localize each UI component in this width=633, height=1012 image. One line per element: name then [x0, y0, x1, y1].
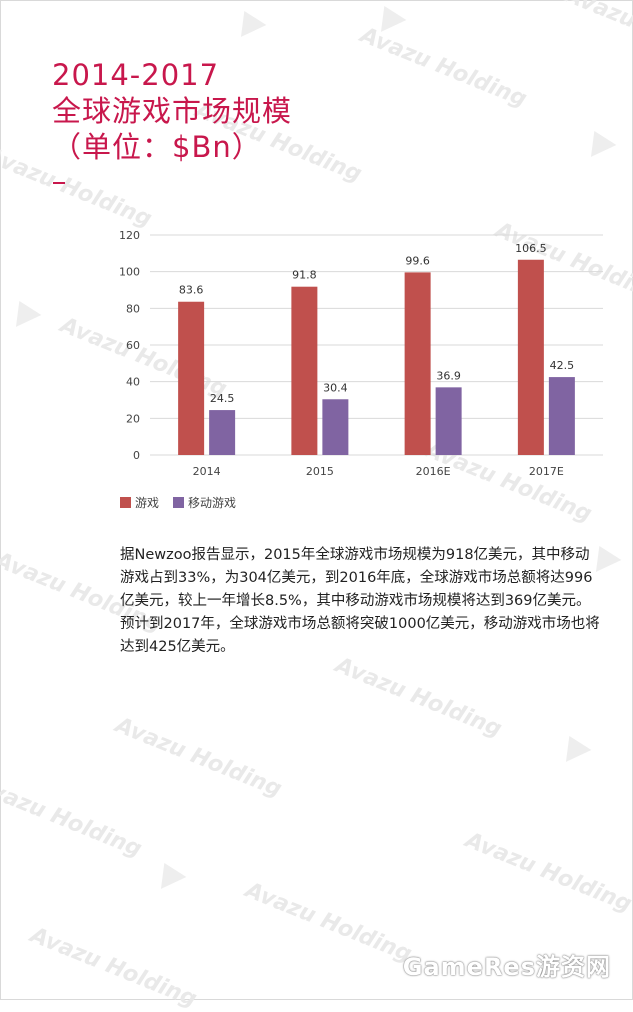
title-line-subject: 全球游戏市场规模 — [52, 94, 293, 128]
data-label: 83.6 — [179, 284, 204, 297]
x-tick-label: 2016E — [416, 465, 451, 478]
legend-label-game: 游戏 — [135, 496, 160, 510]
bar-chart: 0 20 40 60 80 100 120 83.6 24.5 2014 91.8 30.4 2015 9… — [119, 229, 603, 478]
site-watermark: GameRes游资网 — [402, 953, 611, 981]
x-tick-label: 2014 — [193, 465, 221, 478]
y-tick-label: 40 — [126, 376, 140, 389]
x-tick-label: 2017E — [529, 465, 564, 478]
y-tick-label: 0 — [133, 449, 140, 462]
bar-mobile — [209, 410, 236, 455]
title-underline — [53, 182, 65, 184]
title-line-unit: （单位：$Bn） — [52, 130, 262, 164]
chart-legend: 游戏 移动游戏 — [120, 494, 250, 511]
data-label: 99.6 — [405, 254, 430, 267]
bar-mobile — [435, 387, 462, 455]
bar-mobile — [548, 377, 575, 455]
y-tick-label: 80 — [126, 302, 140, 315]
bar-mobile — [322, 399, 349, 455]
data-label: 36.9 — [436, 369, 461, 382]
data-label: 106.5 — [515, 242, 547, 255]
legend-item-game: 游戏 — [120, 494, 159, 511]
page-title: 2014-2017 全球游戏市场规模 （单位：$Bn） — [52, 57, 292, 165]
data-label: 30.4 — [323, 381, 348, 394]
bar-game — [178, 301, 205, 455]
legend-item-mobile: 移动游戏 — [173, 494, 236, 511]
bar-game — [517, 259, 544, 455]
y-tick-label: 20 — [126, 412, 140, 425]
data-label: 42.5 — [550, 359, 575, 372]
y-tick-label: 120 — [119, 229, 140, 242]
body-paragraph: 据Newzoo报告显示，2015年全球游戏市场规模为918亿美元，其中移动游戏占… — [120, 547, 600, 655]
x-tick-label: 2015 — [306, 465, 334, 478]
legend-swatch-game — [120, 497, 131, 508]
data-label: 91.8 — [292, 269, 317, 282]
legend-label-mobile: 移动游戏 — [188, 496, 237, 510]
data-label: 24.5 — [210, 392, 235, 405]
legend-swatch-mobile — [173, 497, 185, 508]
title-line-years: 2014-2017 — [52, 58, 220, 92]
bar-game — [404, 272, 431, 455]
bar-game — [291, 286, 318, 455]
y-tick-label: 60 — [126, 339, 140, 352]
y-tick-label: 100 — [119, 266, 140, 279]
